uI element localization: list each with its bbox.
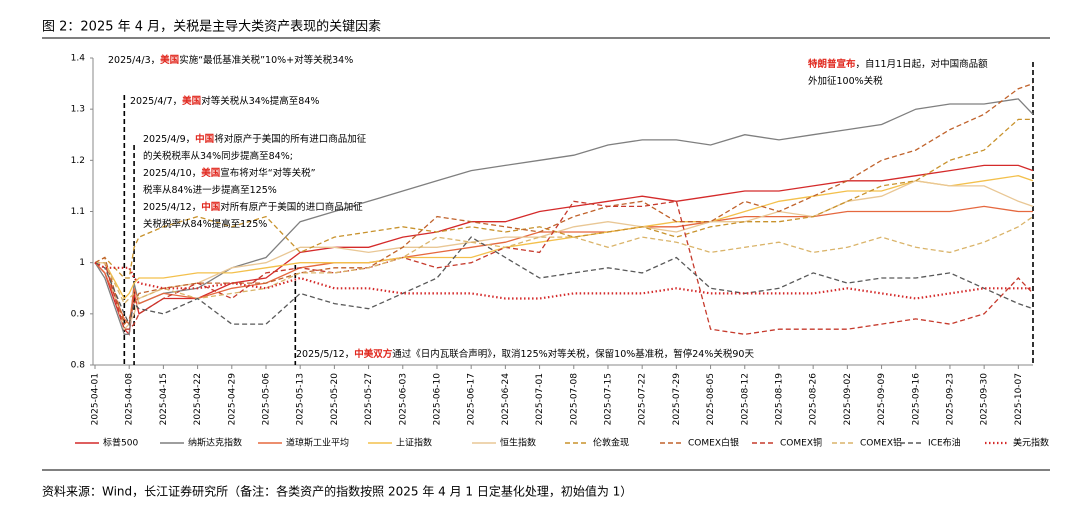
x-tick-label: 2025-06-10 bbox=[432, 373, 442, 426]
annotation: 2025/4/9，中国将对原产于美国的所有进口商品加征 bbox=[143, 133, 367, 145]
x-tick-label: 2025-05-20 bbox=[330, 373, 340, 426]
source-note: 资料来源：Wind，长江证券研究所（备注：各类资产的指数按照 2025 年 4 … bbox=[42, 484, 632, 499]
x-tick-label: 2025-10-07 bbox=[1014, 373, 1024, 425]
chart-title: 图 2：2025 年 4 月，关税是主导大类资产表现的关键因素 bbox=[42, 19, 381, 35]
x-tick-label: 2025-05-06 bbox=[261, 373, 271, 426]
series-line bbox=[94, 205, 1033, 326]
series-line bbox=[94, 236, 1034, 327]
annotation-part: 中国 bbox=[201, 201, 220, 213]
x-tick-label: 2025-08-26 bbox=[809, 373, 819, 426]
annotation-part: ，自11月1日起，对中国商品额 bbox=[856, 58, 989, 70]
annotation-part: 实施“最低基准关税”10%+对等关税34% bbox=[179, 54, 353, 66]
annotation-part: 对等关税从34%提高至84% bbox=[201, 95, 319, 107]
series-line bbox=[95, 216, 1034, 305]
legend-label: 伦敦金现 bbox=[593, 437, 629, 449]
x-tick-label: 2025-06-17 bbox=[467, 373, 477, 425]
annotation-part: 中美双方 bbox=[354, 348, 393, 360]
x-tick-label: 2025-06-24 bbox=[501, 373, 511, 426]
x-tick-label: 2025-04-22 bbox=[193, 373, 203, 425]
x-tick-label: 2025-09-16 bbox=[911, 373, 921, 426]
annotation-part: 2025/4/3， bbox=[108, 55, 160, 66]
y-tick-label: 1.4 bbox=[71, 54, 86, 64]
annotation: 2025/4/3，美国实施“最低基准关税”10%+对等关税34% bbox=[108, 54, 353, 66]
y-tick-label: 0.9 bbox=[71, 309, 86, 319]
annotation: 特朗普宣布，自11月1日起，对中国商品额 bbox=[808, 58, 988, 70]
x-tick-label: 2025-04-08 bbox=[125, 373, 135, 426]
annotation-part: 关税税率从84%提高至125% bbox=[143, 218, 267, 230]
x-tick-label: 2025-04-01 bbox=[91, 373, 101, 425]
y-tick-label: 1.1 bbox=[71, 207, 85, 217]
annotation: 2025/4/10，美国宣布将对华“对等关税” bbox=[143, 167, 316, 179]
annotation-part: 2025/4/9， bbox=[143, 134, 195, 145]
legend-label: COMEX铝 bbox=[860, 437, 902, 449]
annotation: 的关税税率从34%同步提高至84%; bbox=[143, 150, 293, 162]
legend-label: 标普500 bbox=[103, 437, 138, 449]
x-tick-label: 2025-08-05 bbox=[706, 373, 716, 425]
y-tick-label: 1 bbox=[79, 258, 85, 268]
legend-label: 道琼斯工业平均 bbox=[286, 437, 349, 449]
annotation-part: 特朗普宣布 bbox=[808, 58, 856, 70]
legend-label: 上证指数 bbox=[396, 437, 432, 449]
x-tick-label: 2025-07-01 bbox=[535, 373, 545, 425]
y-tick-label: 0.8 bbox=[71, 361, 86, 371]
x-tick-label: 2025-07-08 bbox=[569, 373, 579, 426]
annotation: 2025/4/7，美国对等关税从34%提高至84% bbox=[130, 95, 319, 107]
x-tick-label: 2025-09-30 bbox=[980, 373, 990, 426]
annotation-part: 中国 bbox=[195, 133, 214, 145]
annotation-part: 2025/4/10， bbox=[143, 168, 201, 179]
x-tick-label: 2025-05-27 bbox=[364, 373, 374, 425]
x-tick-label: 2025-09-23 bbox=[945, 373, 955, 425]
annotation-part: 的关税税率从34%同步提高至84%; bbox=[143, 150, 293, 162]
x-tick-label: 2025-04-15 bbox=[159, 373, 169, 425]
annotation-part: 美国 bbox=[200, 167, 220, 179]
annotation-part: 通过《日内瓦联合声明》，取消125%对等关税，保留10%基准税，暂停24%关税9… bbox=[392, 348, 754, 360]
legend-label: ICE布油 bbox=[928, 437, 961, 449]
x-tick-label: 2025-09-02 bbox=[843, 373, 853, 425]
annotation: 外加征100%关税 bbox=[808, 75, 883, 87]
series-line bbox=[95, 180, 1034, 331]
series-line bbox=[94, 82, 1034, 326]
series-line bbox=[94, 261, 1033, 300]
y-tick-label: 1.3 bbox=[71, 105, 85, 115]
x-tick-label: 2025-06-03 bbox=[398, 373, 408, 425]
annotation: 2025/5/12，中美双方通过《日内瓦联合声明》，取消125%对等关税，保留1… bbox=[296, 348, 754, 360]
x-tick-label: 2025-08-19 bbox=[774, 373, 784, 426]
annotation-part: 税率从84%进一步提高至125% bbox=[143, 184, 277, 196]
x-tick-label: 2025-07-29 bbox=[672, 373, 682, 426]
y-tick-label: 1.2 bbox=[71, 156, 85, 166]
annotation-part: 美国 bbox=[181, 95, 201, 107]
x-tick-label: 2025-07-15 bbox=[603, 373, 613, 425]
annotation-part: 2025/4/12， bbox=[143, 202, 201, 213]
annotation-part: 宣布将对华“对等关税” bbox=[220, 167, 315, 179]
annotation: 2025/4/12，中国对所有原产于美国的进口商品加征 bbox=[143, 201, 363, 213]
annotation-part: 将对原产于美国的所有进口商品加征 bbox=[214, 133, 367, 145]
x-tick-label: 2025-05-13 bbox=[296, 373, 306, 425]
legend-label: 美元指数 bbox=[1013, 437, 1049, 449]
annotation-part: 2025/5/12， bbox=[296, 349, 354, 360]
x-tick-label: 2025-07-22 bbox=[638, 373, 648, 425]
legend-label: 恒生指数 bbox=[500, 437, 536, 449]
legend-label: 纳斯达克指数 bbox=[188, 437, 242, 449]
annotation-part: 2025/4/7， bbox=[130, 96, 182, 107]
annotation-part: 美国 bbox=[159, 54, 179, 66]
x-tick-label: 2025-08-12 bbox=[740, 373, 750, 425]
annotation: 关税税率从84%提高至125% bbox=[143, 218, 267, 230]
legend-label: COMEX铜 bbox=[780, 437, 822, 449]
legend-label: COMEX白银 bbox=[688, 437, 739, 449]
annotation-part: 外加征100%关税 bbox=[808, 75, 883, 87]
annotation: 税率从84%进一步提高至125% bbox=[143, 184, 277, 196]
x-tick-label: 2025-09-09 bbox=[877, 373, 887, 426]
series-line bbox=[94, 118, 1033, 279]
x-tick-label: 2025-04-29 bbox=[227, 373, 237, 426]
annotation-part: 对所有原产于美国的进口商品加征 bbox=[220, 201, 363, 213]
